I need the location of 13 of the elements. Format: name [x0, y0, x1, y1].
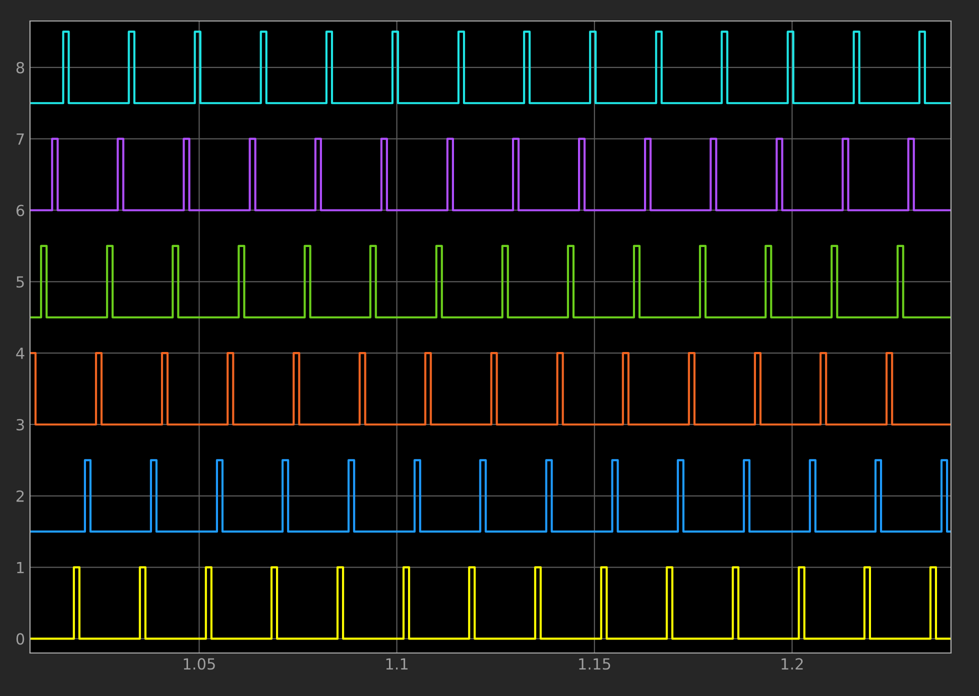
y-tick-label: 1	[17, 562, 24, 574]
y-tick-label: 4	[16, 348, 24, 359]
y-tick-label: 0	[16, 633, 24, 645]
y-tick-label: 7	[16, 133, 24, 145]
x-tick-label: 1.1	[386, 658, 408, 670]
y-tick-label: 6	[16, 204, 24, 216]
y-tick-label: 5	[16, 276, 24, 288]
y-tick-label: 8	[16, 62, 24, 74]
x-tick-label: 1.15	[579, 658, 610, 670]
y-tick-label: 3	[16, 418, 24, 430]
x-tick-label: 1.2	[782, 658, 803, 670]
y-tick-label: 2	[16, 490, 24, 502]
x-tick-label: 1.05	[184, 658, 215, 670]
